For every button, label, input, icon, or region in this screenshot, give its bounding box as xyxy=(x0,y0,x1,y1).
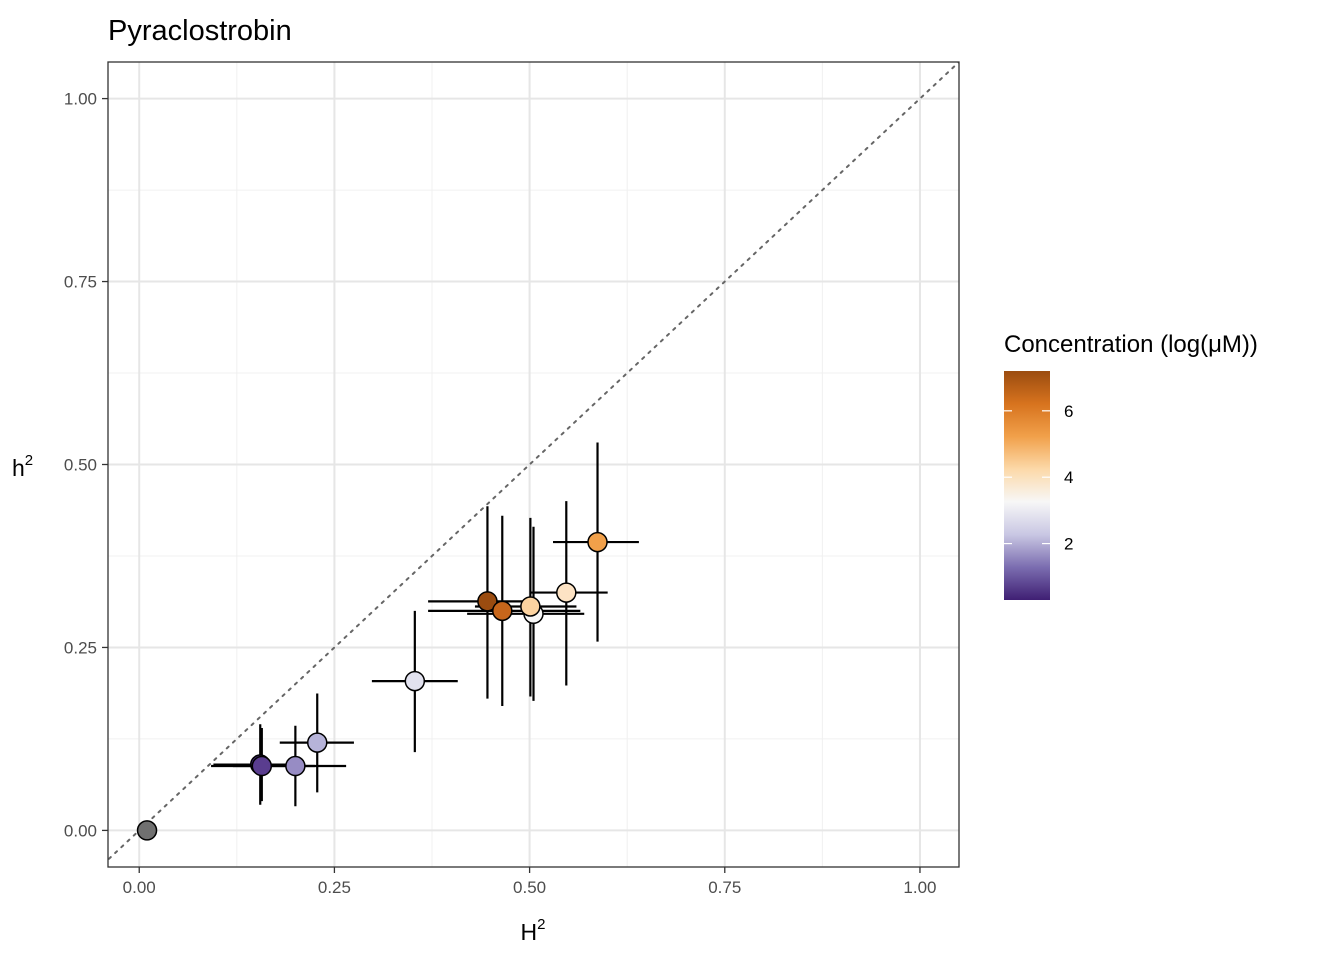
y-tick-label: 0.25 xyxy=(64,638,97,657)
data-point xyxy=(492,600,513,622)
data-point xyxy=(477,591,498,612)
data-point xyxy=(306,732,328,753)
x-tick-label: 1.00 xyxy=(903,878,936,897)
x-tick-label: 0.75 xyxy=(708,878,741,897)
y-axis-title-main: h xyxy=(12,455,25,481)
legend-tick-label: 2 xyxy=(1064,535,1073,554)
data-point xyxy=(285,755,306,777)
legend-tick-label: 4 xyxy=(1064,468,1073,487)
x-axis-ticks: 0.00 0.25 0.50 0.75 1.00 xyxy=(123,867,937,897)
x-tick-label: 0.50 xyxy=(513,878,546,897)
y-axis-title: h2 xyxy=(12,452,33,481)
error-bars xyxy=(211,442,639,807)
data-point xyxy=(404,670,426,692)
x-tick-label: 0.25 xyxy=(318,878,351,897)
data-point xyxy=(251,755,273,777)
data-point xyxy=(556,582,577,603)
y-axis-ticks: 0.00 0.25 0.50 0.75 1.00 xyxy=(64,90,108,840)
identity-line xyxy=(108,62,959,862)
legend-colorbar xyxy=(1004,371,1050,600)
data-points xyxy=(136,531,608,841)
x-tick-label: 0.00 xyxy=(123,878,156,897)
x-axis-title-main: H xyxy=(521,919,538,945)
x-axis-title: H2 xyxy=(521,916,546,945)
y-tick-label: 1.00 xyxy=(64,90,97,109)
major-grid xyxy=(108,62,959,867)
data-point xyxy=(136,820,158,841)
y-tick-label: 0.75 xyxy=(64,273,97,292)
legend-title: Concentration (log(μM)) xyxy=(1004,331,1258,358)
data-point xyxy=(587,531,608,553)
y-axis-title-superscript: 2 xyxy=(25,452,33,469)
x-axis-title-superscript: 2 xyxy=(537,916,545,933)
color-legend: Concentration (log(μM)) 2 4 6 xyxy=(1004,331,1258,600)
y-tick-label: 0.00 xyxy=(64,821,97,840)
chart-title: Pyraclostrobin xyxy=(108,15,292,47)
legend-tick-label: 6 xyxy=(1064,402,1073,421)
identity-reference-line xyxy=(108,62,959,862)
data-point xyxy=(520,596,541,617)
legend-ticks: 2 4 6 xyxy=(1004,402,1073,554)
y-tick-label: 0.50 xyxy=(64,456,97,475)
